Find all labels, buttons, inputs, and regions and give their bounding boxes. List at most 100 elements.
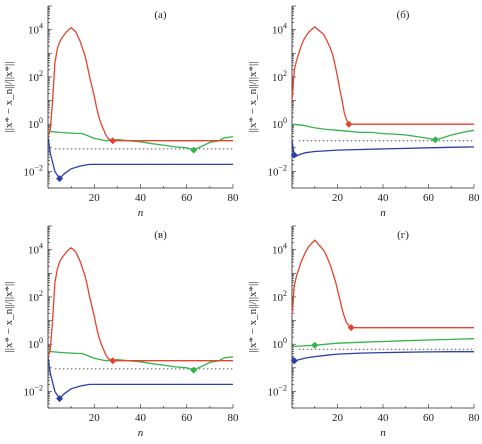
series-line-green <box>291 338 475 348</box>
y-tick-base: 10 <box>28 119 40 131</box>
y-tick-label: 10−2 <box>267 163 287 178</box>
series-line-green <box>291 123 475 141</box>
x-tick-label: 60 <box>181 412 193 424</box>
series-line-green <box>47 350 234 371</box>
panel-title: (б) <box>397 9 410 21</box>
x-tick-label: 40 <box>378 192 390 204</box>
y-tick-base: 10 <box>272 72 284 84</box>
x-tick-label: 40 <box>135 412 147 424</box>
x-tick-label: 60 <box>423 192 435 204</box>
series-marker-green <box>311 341 319 349</box>
y-tick-label: 102 <box>272 289 287 304</box>
y-tick-label: 104 <box>28 22 43 37</box>
series-marker-green <box>190 366 198 374</box>
series-line-red <box>291 239 474 329</box>
series-line-blue <box>47 136 233 180</box>
x-tick-label: 20 <box>89 412 101 424</box>
series-line-red <box>47 26 233 142</box>
y-tick-label: 102 <box>28 289 43 304</box>
series-marker-red <box>109 137 117 145</box>
series-line-blue <box>291 140 475 157</box>
x-tick-label: 40 <box>135 192 147 204</box>
x-tick-label: 20 <box>89 192 101 204</box>
y-tick-label: 104 <box>272 242 287 257</box>
y-tick-base: 10 <box>23 166 35 178</box>
x-tick-label: 40 <box>378 412 390 424</box>
x-tick-label: 80 <box>469 192 481 204</box>
y-tick-label: 10−2 <box>23 163 43 178</box>
y-axis-label: ||x* − x_n||/||x*|| <box>3 282 15 353</box>
series-marker-green <box>431 136 439 144</box>
y-tick-label: 100 <box>272 116 287 131</box>
x-tick-label: 80 <box>469 412 481 424</box>
y-tick-label: 104 <box>28 242 43 257</box>
y-tick-exponent: 4 <box>39 242 43 251</box>
series-marker-red <box>109 357 117 365</box>
y-tick-base: 10 <box>272 339 284 351</box>
y-tick-label: 100 <box>28 336 43 351</box>
y-tick-base: 10 <box>272 292 284 304</box>
series-line-red <box>291 26 474 125</box>
y-tick-exponent: −2 <box>34 383 43 392</box>
y-tick-exponent: 4 <box>39 22 43 31</box>
series-marker-blue <box>56 395 64 403</box>
y-tick-base: 10 <box>267 166 279 178</box>
y-tick-exponent: 4 <box>283 242 287 251</box>
y-tick-exponent: 2 <box>39 289 43 298</box>
y-tick-base: 10 <box>23 386 35 398</box>
y-tick-exponent: −2 <box>278 163 287 172</box>
panel-title: (г) <box>397 229 409 241</box>
y-axis-label: ||x* − x_n||/||x*|| <box>3 62 15 133</box>
y-axis-label: ||x* − x_n||/||x*|| <box>247 62 259 133</box>
y-tick-label: 104 <box>272 22 287 37</box>
y-tick-base: 10 <box>272 119 284 131</box>
y-tick-exponent: −2 <box>34 163 43 172</box>
panel-title: (в) <box>154 229 167 241</box>
y-tick-exponent: 2 <box>283 289 287 298</box>
series-line-green <box>47 130 234 151</box>
y-tick-exponent: 4 <box>283 22 287 31</box>
series-marker-blue <box>290 151 298 159</box>
x-tick-label: 20 <box>332 412 344 424</box>
y-tick-label: 100 <box>28 116 43 131</box>
y-tick-label: 100 <box>272 336 287 351</box>
x-axis-label: n <box>380 207 386 219</box>
x-tick-label: 20 <box>332 192 344 204</box>
y-tick-exponent: 0 <box>283 336 287 345</box>
y-tick-label: 102 <box>28 69 43 84</box>
y-tick-label: 10−2 <box>267 383 287 398</box>
x-tick-label: 80 <box>228 192 240 204</box>
y-tick-base: 10 <box>28 25 40 37</box>
y-tick-exponent: 0 <box>39 336 43 345</box>
y-tick-exponent: 0 <box>283 116 287 125</box>
series-line-blue <box>47 356 233 400</box>
y-axis-label: ||x* − x_n||/||x*|| <box>247 282 259 353</box>
y-tick-base: 10 <box>28 292 40 304</box>
y-tick-exponent: −2 <box>278 383 287 392</box>
series-marker-red <box>347 324 355 332</box>
y-tick-exponent: 0 <box>39 116 43 125</box>
series-line-red <box>47 246 233 362</box>
x-axis-label: n <box>380 427 386 439</box>
series-line-blue <box>291 351 474 362</box>
series-marker-blue <box>290 357 298 365</box>
y-tick-label: 10−2 <box>23 383 43 398</box>
y-tick-base: 10 <box>28 339 40 351</box>
y-tick-base: 10 <box>267 386 279 398</box>
x-axis-label: n <box>138 207 144 219</box>
y-tick-exponent: 2 <box>39 69 43 78</box>
x-tick-label: 60 <box>423 412 435 424</box>
series-marker-green <box>190 146 198 154</box>
series-marker-blue <box>56 175 64 183</box>
y-tick-base: 10 <box>272 245 284 257</box>
y-tick-base: 10 <box>272 25 284 37</box>
y-tick-base: 10 <box>28 245 40 257</box>
x-tick-label: 60 <box>181 192 193 204</box>
panel-title: (а) <box>154 9 167 21</box>
x-axis-label: n <box>138 427 144 439</box>
